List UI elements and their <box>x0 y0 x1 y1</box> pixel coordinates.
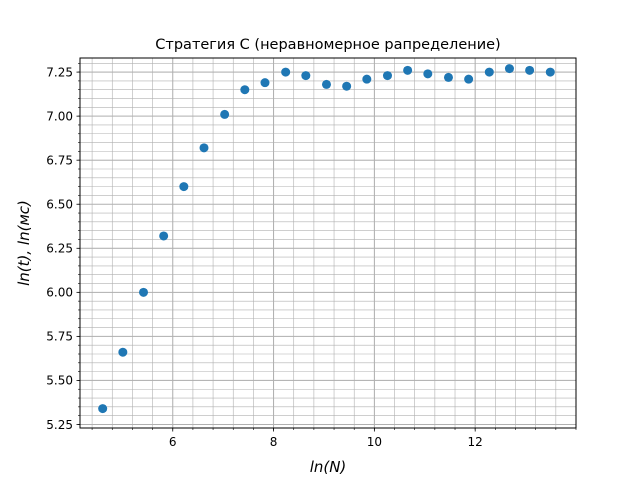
data-point <box>545 67 555 77</box>
x-tick-label: 8 <box>270 435 278 449</box>
y-tick-label: 7.25 <box>46 65 73 79</box>
data-point <box>260 78 270 88</box>
y-tick-label: 6.50 <box>46 198 73 212</box>
x-tick-label: 6 <box>169 435 177 449</box>
data-point <box>423 69 433 79</box>
data-point <box>362 74 372 84</box>
data-points <box>98 64 555 414</box>
data-point <box>342 81 352 91</box>
plot-frame <box>79 57 577 429</box>
data-point <box>464 74 474 84</box>
data-point <box>281 67 291 77</box>
data-point <box>98 404 108 414</box>
y-tick-label: 5.75 <box>46 330 73 344</box>
y-tick-label: 7.00 <box>46 109 73 123</box>
data-point <box>321 79 331 89</box>
y-tick-label: 5.25 <box>46 418 73 432</box>
data-point <box>382 71 392 81</box>
data-point <box>443 72 453 82</box>
data-point <box>525 65 535 75</box>
x-axis-ticks: 6 8 10 12 <box>91 428 577 449</box>
data-point <box>199 143 209 153</box>
data-point <box>179 182 189 192</box>
plot-area <box>80 58 576 428</box>
data-point <box>301 71 311 81</box>
x-axis-label: ln(N) <box>310 458 347 476</box>
data-point <box>139 287 149 297</box>
data-point <box>403 65 413 75</box>
chart-title: Стратегия C (неравномерное рапределение) <box>155 37 500 53</box>
y-tick-label: 5.50 <box>46 374 73 388</box>
data-point <box>220 109 230 119</box>
x-tick-label: 10 <box>367 435 382 449</box>
y-tick-label: 6.00 <box>46 286 73 300</box>
y-tick-label: 6.75 <box>46 153 73 167</box>
y-tick-label: 6.25 <box>46 242 73 256</box>
y-axis-label: ln(t), ln(мс) <box>15 200 33 286</box>
x-tick-label: 12 <box>468 435 483 449</box>
data-point <box>118 347 128 357</box>
data-point <box>504 64 514 74</box>
data-point <box>484 67 494 77</box>
data-point <box>159 231 169 241</box>
data-point <box>240 85 250 95</box>
